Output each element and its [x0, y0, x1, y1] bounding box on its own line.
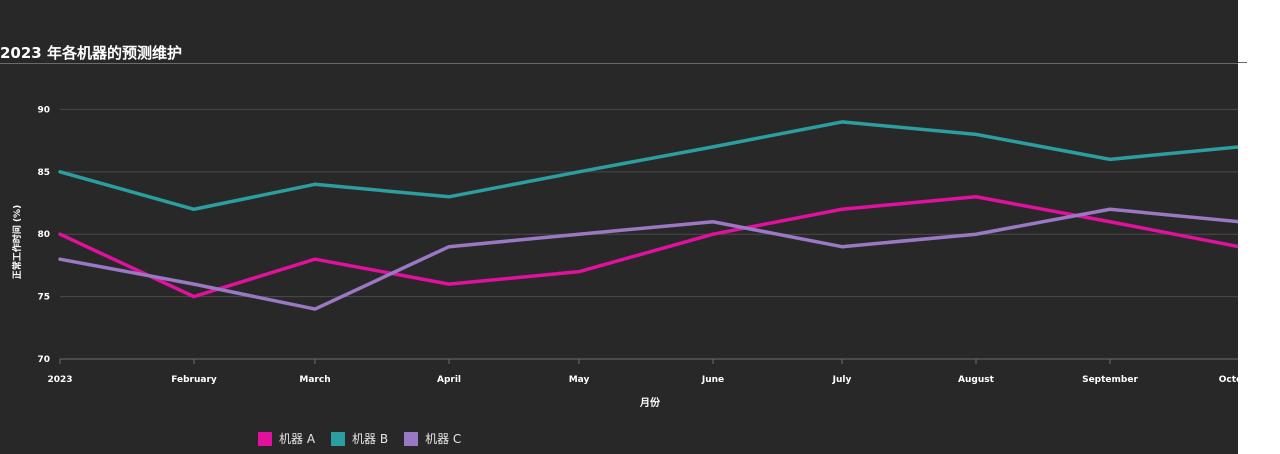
chart-panel: 2023 年各机器的预测维护 70 75 80 85 90 2023 February Ma… [0, 0, 1238, 454]
x-tick-label: October [1219, 375, 1238, 385]
x-tick-label: July [832, 375, 852, 385]
legend-swatch [404, 431, 419, 446]
y-tick-label: 85 [37, 168, 50, 178]
legend-item[interactable]: 机器 C [404, 430, 461, 447]
x-tick-label: August [958, 375, 995, 385]
x-tick-label: September [1082, 375, 1138, 385]
y-axis-label: 正常工作时间 (%) [11, 205, 23, 279]
x-tick-label: 2023 [47, 375, 72, 385]
legend-label: 机器 A [279, 432, 316, 446]
y-tick-label: 70 [37, 355, 50, 365]
x-axis-label: 月份 [639, 396, 661, 409]
series-lines [58, 120, 1238, 311]
y-tick-label: 90 [37, 105, 50, 115]
legend-label: 机器 B [352, 432, 389, 446]
x-tick-label: February [171, 375, 217, 385]
legend-swatch [331, 431, 346, 446]
y-tick-label: 75 [37, 293, 50, 303]
x-tick-label: April [437, 375, 461, 385]
y-axis-ticks: 70 75 80 85 90 [37, 105, 50, 365]
series-line-3 [58, 207, 1238, 311]
series-line-1 [58, 195, 1238, 299]
x-axis-ticks: 2023 February March April May June July August S… [47, 359, 1238, 385]
chart-legend: 机器 A 机器 B 机器 C [258, 430, 461, 447]
chart-title: 2023 年各机器的预测维护 [0, 44, 182, 62]
line-chart: 70 75 80 85 90 2023 February March April May June… [11, 105, 1238, 409]
gridlines [60, 108, 1238, 360]
legend-label: 机器 C [425, 432, 462, 446]
series-line-2 [58, 120, 1238, 212]
x-tick-label: June [701, 375, 724, 385]
y-tick-label: 80 [37, 230, 50, 240]
x-tick-label: March [299, 375, 330, 385]
x-tick-label: May [569, 375, 590, 385]
title-divider-tail [1238, 62, 1247, 63]
title-divider [0, 63, 1238, 64]
legend-item[interactable]: 机器 A [258, 430, 315, 447]
legend-swatch [258, 431, 272, 446]
legend-item[interactable]: 机器 B [331, 430, 388, 447]
